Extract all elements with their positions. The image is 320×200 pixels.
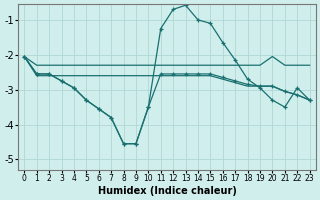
X-axis label: Humidex (Indice chaleur): Humidex (Indice chaleur) — [98, 186, 236, 196]
